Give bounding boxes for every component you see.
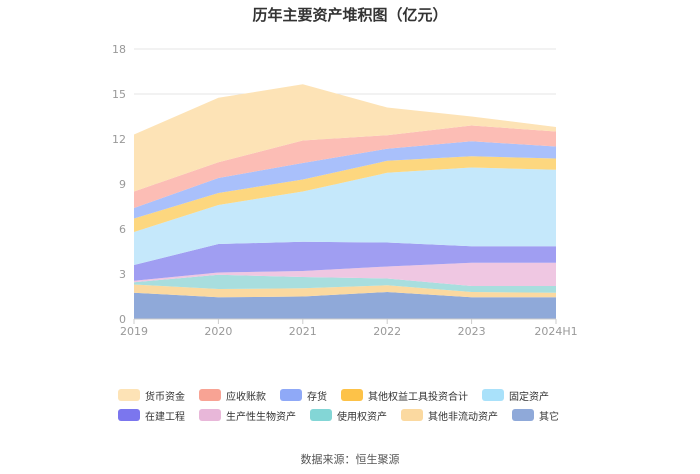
area-在建工程 bbox=[134, 241, 556, 281]
legend-item[interactable]: 其他权益工具投资合计 bbox=[341, 388, 468, 403]
axes: 0 3 6 9 12 15 18 2019 2020 2021 2022 2023 2024H1 bbox=[112, 43, 578, 338]
legend-swatch bbox=[310, 409, 332, 421]
legend-item[interactable]: 使用权资产 bbox=[310, 408, 387, 423]
area-series-group bbox=[134, 84, 556, 319]
legend-label: 生产性生物资产 bbox=[226, 411, 296, 423]
legend-item[interactable]: 生产性生物资产 bbox=[199, 408, 296, 423]
x-tick-label: 2024H1 bbox=[534, 325, 577, 338]
legend-label: 固定资产 bbox=[509, 391, 549, 403]
legend-swatch bbox=[199, 409, 221, 421]
legend-item[interactable]: 存货 bbox=[280, 388, 327, 403]
y-tick-label: 0 bbox=[119, 313, 126, 326]
legend-swatch bbox=[482, 389, 504, 401]
legend-label: 存货 bbox=[307, 391, 327, 403]
y-tick-label: 15 bbox=[112, 88, 126, 101]
legend-item[interactable]: 固定资产 bbox=[482, 388, 549, 403]
legend-item[interactable]: 货币资金 bbox=[118, 388, 185, 403]
legend-item[interactable]: 其它 bbox=[512, 408, 559, 423]
area-存货 bbox=[134, 141, 556, 219]
legend-label: 其他权益工具投资合计 bbox=[368, 391, 468, 403]
x-tick-label: 2023 bbox=[458, 325, 486, 338]
legend-swatch bbox=[118, 389, 140, 401]
x-tick-label: 2022 bbox=[373, 325, 401, 338]
area-其他非流动资产 bbox=[134, 284, 556, 298]
area-应收账款 bbox=[134, 125, 556, 208]
legend-label: 使用权资产 bbox=[337, 411, 387, 423]
legend-swatch bbox=[401, 409, 423, 421]
legend-swatch bbox=[118, 409, 140, 421]
legend-label: 其它 bbox=[539, 411, 559, 423]
source-note: 数据来源：恒生聚源 bbox=[300, 453, 400, 466]
x-tick-label: 2021 bbox=[289, 325, 317, 338]
legend-item[interactable]: 在建工程 bbox=[118, 408, 185, 423]
y-tick-label: 9 bbox=[119, 178, 126, 191]
legend-swatch bbox=[512, 409, 534, 421]
y-tick-label: 3 bbox=[119, 268, 126, 281]
legend-label: 在建工程 bbox=[145, 411, 185, 423]
legend-label: 货币资金 bbox=[145, 391, 185, 403]
legend-label: 应收账款 bbox=[226, 391, 266, 403]
area-生产性生物资产 bbox=[134, 262, 556, 286]
y-tick-label: 12 bbox=[112, 133, 126, 146]
area-使用权资产 bbox=[134, 274, 556, 293]
legend-swatch bbox=[280, 389, 302, 401]
x-tick-label: 2019 bbox=[120, 325, 148, 338]
legend-swatch bbox=[341, 389, 363, 401]
area-货币资金 bbox=[134, 84, 556, 192]
area-其它 bbox=[134, 292, 556, 319]
legend-item[interactable]: 应收账款 bbox=[199, 388, 266, 403]
chart-title: 历年主要资产堆积图（亿元） bbox=[252, 6, 448, 24]
area-固定资产 bbox=[134, 167, 556, 265]
y-tick-label: 18 bbox=[112, 43, 126, 56]
chart-legend: 货币资金 应收账款 存货 其他权益工具投资合计 固定资产在建工程 生产性生物资产 使用权资产… bbox=[118, 388, 618, 423]
legend-swatch bbox=[199, 389, 221, 401]
x-tick-label: 2020 bbox=[204, 325, 232, 338]
y-tick-label: 6 bbox=[119, 223, 126, 236]
legend-label: 其他非流动资产 bbox=[428, 411, 498, 423]
area-其他权益工具投资合计 bbox=[134, 156, 556, 232]
legend-item[interactable]: 其他非流动资产 bbox=[401, 408, 498, 423]
